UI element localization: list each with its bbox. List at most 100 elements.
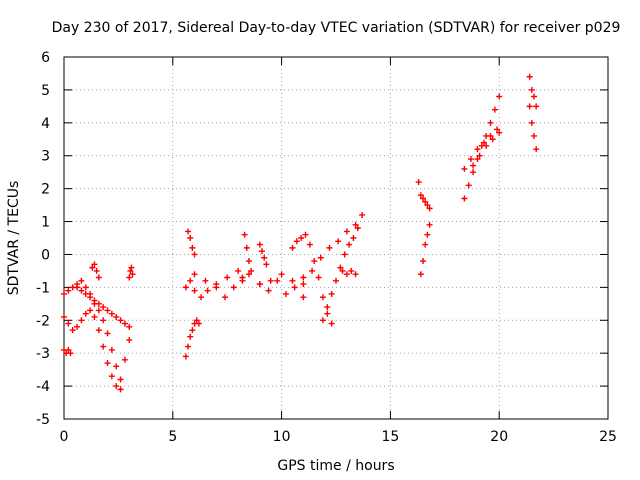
data-point	[426, 221, 433, 228]
data-point	[202, 277, 209, 284]
data-point	[526, 73, 533, 80]
data-point	[182, 284, 189, 291]
data-point	[67, 350, 74, 357]
data-point	[533, 103, 540, 110]
data-point	[470, 162, 477, 169]
data-point	[224, 274, 231, 281]
data-point	[185, 343, 192, 350]
data-point	[333, 277, 339, 284]
data-point	[528, 119, 535, 126]
data-point	[245, 271, 252, 278]
data-point	[300, 294, 307, 301]
data-point	[191, 251, 198, 258]
data-point	[335, 238, 342, 245]
data-point	[293, 238, 300, 245]
data-point	[104, 330, 111, 337]
data-point	[483, 142, 490, 149]
data-point	[467, 156, 474, 163]
data-point	[476, 152, 483, 159]
series-track	[61, 307, 124, 393]
data-point	[65, 320, 72, 327]
data-point	[126, 274, 133, 281]
data-point	[289, 277, 296, 284]
data-point	[298, 235, 305, 241]
data-point	[422, 198, 429, 205]
data-point	[461, 165, 468, 172]
y-tick-label: -3	[36, 346, 50, 362]
data-point	[256, 281, 263, 288]
x-tick-label: 5	[168, 429, 177, 445]
data-point	[487, 132, 494, 139]
y-tick-label: -1	[36, 280, 50, 296]
data-point	[187, 277, 194, 284]
data-point	[426, 205, 433, 212]
data-point	[108, 310, 115, 317]
data-point	[267, 277, 274, 284]
series-track	[319, 225, 361, 324]
data-point	[100, 343, 107, 350]
data-point	[474, 156, 481, 163]
data-point	[108, 346, 115, 353]
data-point	[319, 317, 326, 324]
series-track	[461, 126, 501, 172]
data-point	[113, 383, 120, 390]
data-point	[248, 267, 255, 274]
data-point	[126, 337, 133, 344]
data-point	[82, 310, 89, 317]
data-point	[420, 258, 427, 265]
data-point	[324, 310, 331, 317]
data-point	[339, 267, 346, 274]
data-point	[341, 251, 348, 258]
series-track	[256, 241, 270, 268]
y-tick-label: 2	[41, 182, 50, 198]
series-track	[417, 221, 433, 278]
data-point	[222, 294, 229, 301]
data-point	[328, 320, 335, 327]
x-tick-label: 10	[273, 429, 291, 445]
data-point	[354, 225, 361, 232]
series-track	[526, 73, 540, 110]
data-point	[93, 267, 100, 274]
plot-frame	[63, 56, 609, 420]
y-tick-label: 0	[41, 247, 50, 263]
series-track	[74, 277, 133, 330]
data-point	[461, 195, 468, 202]
series-track	[289, 231, 335, 327]
y-axis-label: SDTVAR / TECUs	[6, 181, 22, 296]
series-track	[470, 129, 503, 169]
data-point	[278, 271, 285, 278]
data-point	[417, 192, 424, 199]
data-point	[496, 129, 503, 136]
data-point	[61, 290, 67, 297]
series-track	[182, 317, 202, 360]
data-point	[104, 360, 111, 367]
data-point	[417, 271, 424, 278]
data-point	[78, 317, 85, 324]
data-point	[245, 258, 252, 265]
data-point	[352, 221, 359, 228]
data-point	[480, 139, 487, 146]
data-point	[91, 297, 98, 304]
data-point	[78, 287, 85, 294]
data-point	[259, 248, 266, 255]
data-point	[213, 284, 220, 291]
data-point	[496, 93, 503, 100]
data-point	[487, 119, 494, 126]
y-tick-label: -5	[36, 412, 50, 428]
series-track	[239, 267, 307, 301]
data-point	[291, 284, 298, 291]
data-point	[239, 274, 246, 281]
y-tick-label: 6	[41, 50, 50, 66]
data-point	[187, 235, 194, 241]
data-point	[104, 307, 111, 314]
data-point	[87, 290, 94, 297]
y-tick-label: 5	[41, 83, 50, 99]
series-track	[61, 346, 74, 357]
data-point	[533, 146, 540, 153]
series-track	[89, 261, 102, 281]
data-point	[526, 103, 533, 110]
data-point	[346, 241, 353, 248]
series-track	[526, 103, 540, 153]
data-point	[263, 261, 270, 268]
data-point	[420, 195, 427, 202]
